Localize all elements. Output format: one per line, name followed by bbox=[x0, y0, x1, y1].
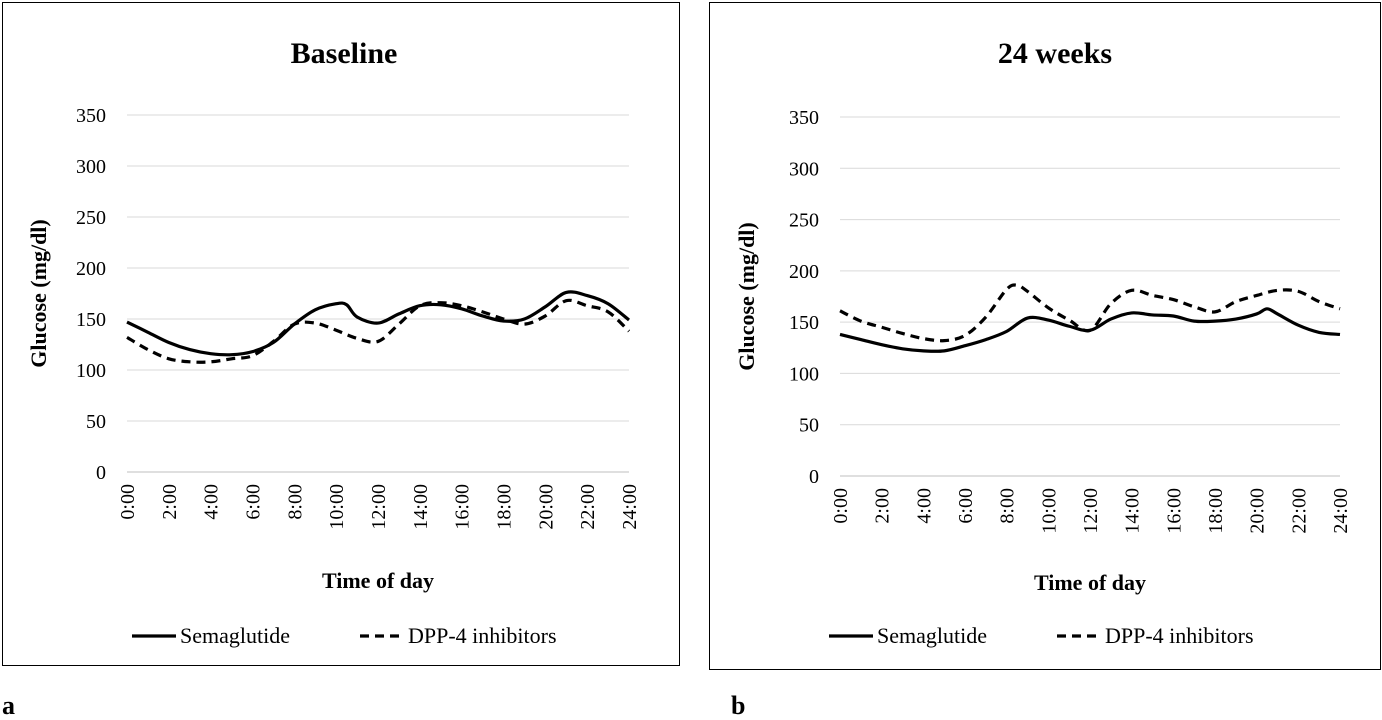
x-tick-label: 6:00 bbox=[955, 488, 977, 524]
legend-label: DPP-4 inhibitors bbox=[408, 623, 557, 648]
y-tick-label: 250 bbox=[76, 207, 106, 229]
y-axis-label: Glucose (mg/dl) bbox=[734, 222, 759, 371]
x-tick-label: 18:00 bbox=[494, 484, 516, 530]
panel-label-b: b bbox=[731, 691, 746, 720]
x-tick-label: 4:00 bbox=[913, 488, 935, 524]
chart-title: 24 weeks bbox=[998, 37, 1112, 70]
x-tick-label: 0:00 bbox=[117, 484, 139, 520]
y-tick-label: 350 bbox=[76, 105, 106, 127]
x-tick-label: 0:00 bbox=[830, 488, 852, 524]
y-tick-label: 200 bbox=[789, 261, 819, 283]
x-tick-label: 2:00 bbox=[159, 484, 181, 520]
series-line-semaglutide bbox=[839, 307, 1341, 353]
x-tick-label: 14:00 bbox=[410, 484, 432, 530]
series-line-dpp4-inhibitors bbox=[126, 298, 631, 364]
y-tick-label: 250 bbox=[789, 210, 819, 232]
x-tick-label: 20:00 bbox=[535, 484, 557, 530]
chart-panel-24-weeks bbox=[709, 2, 1381, 670]
y-tick-label: 300 bbox=[76, 156, 106, 178]
y-tick-label: 350 bbox=[789, 107, 819, 129]
x-tick-label: 10:00 bbox=[326, 484, 348, 530]
x-tick-label: 14:00 bbox=[1122, 488, 1144, 534]
y-tick-label: 200 bbox=[76, 258, 106, 280]
x-tick-label: 10:00 bbox=[1038, 488, 1060, 534]
series-line-semaglutide bbox=[126, 290, 630, 357]
x-tick-label: 22:00 bbox=[1288, 488, 1310, 534]
x-tick-label: 8:00 bbox=[997, 488, 1019, 524]
y-tick-label: 50 bbox=[799, 415, 819, 437]
x-tick-label: 20:00 bbox=[1247, 488, 1269, 534]
legend-label: Semaglutide bbox=[180, 623, 290, 648]
y-tick-label: 300 bbox=[789, 158, 819, 180]
y-axis-label: Glucose (mg/dl) bbox=[26, 219, 51, 368]
x-tick-label: 2:00 bbox=[872, 488, 894, 524]
x-tick-label: 22:00 bbox=[577, 484, 599, 530]
series-line-dpp4-inhibitors bbox=[839, 283, 1341, 343]
x-tick-label: 16:00 bbox=[452, 484, 474, 530]
x-axis-label: Time of day bbox=[1034, 570, 1146, 595]
x-tick-label: 4:00 bbox=[201, 484, 223, 520]
x-axis-label: Time of day bbox=[322, 568, 434, 593]
x-tick-label: 8:00 bbox=[284, 484, 306, 520]
y-tick-label: 0 bbox=[96, 462, 106, 484]
y-tick-label: 150 bbox=[76, 309, 106, 331]
chart-title: Baseline bbox=[291, 37, 398, 70]
x-tick-label: 12:00 bbox=[368, 484, 390, 530]
y-tick-label: 0 bbox=[809, 466, 819, 488]
y-tick-label: 100 bbox=[789, 363, 819, 385]
y-tick-label: 100 bbox=[76, 360, 106, 382]
x-tick-label: 24:00 bbox=[1330, 488, 1352, 534]
chart-panel-baseline bbox=[2, 2, 680, 666]
y-tick-label: 50 bbox=[86, 411, 106, 433]
y-tick-label: 150 bbox=[789, 312, 819, 334]
x-tick-label: 16:00 bbox=[1163, 488, 1185, 534]
x-tick-label: 24:00 bbox=[619, 484, 641, 530]
legend-label: Semaglutide bbox=[877, 623, 987, 648]
x-tick-label: 18:00 bbox=[1205, 488, 1227, 534]
x-tick-label: 6:00 bbox=[243, 484, 265, 520]
x-tick-label: 12:00 bbox=[1080, 488, 1102, 534]
panel-label-a: a bbox=[2, 691, 15, 720]
legend-label: DPP-4 inhibitors bbox=[1105, 623, 1254, 648]
